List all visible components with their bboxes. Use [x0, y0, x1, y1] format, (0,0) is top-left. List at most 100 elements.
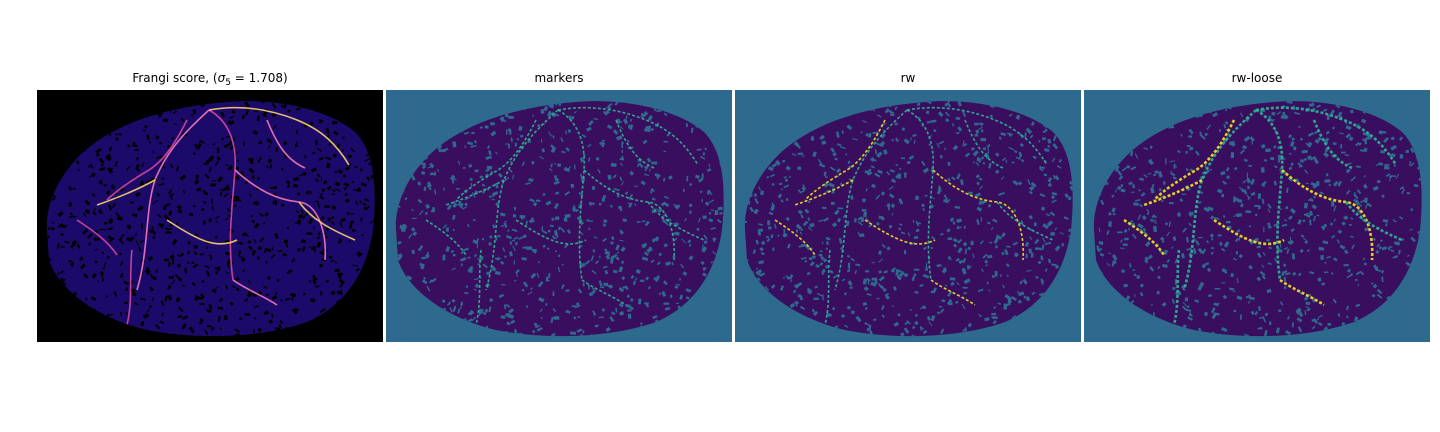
- texture-speck: [134, 191, 141, 198]
- texture-speck: [265, 165, 269, 169]
- texture-speck: [499, 212, 506, 217]
- texture-speck: [807, 291, 812, 295]
- texture-speck: [993, 306, 997, 309]
- texture-speck: [1316, 318, 1320, 321]
- texture-speck: [73, 215, 77, 218]
- texture-speck: [364, 158, 370, 162]
- texture-speck: [546, 111, 553, 118]
- texture-speck: [1233, 290, 1236, 292]
- texture-speck: [941, 299, 946, 303]
- texture-speck: [528, 178, 534, 182]
- texture-speck: [1039, 167, 1044, 172]
- texture-speck: [1204, 311, 1208, 317]
- texture-speck: [1188, 311, 1192, 316]
- texture-speck: [651, 161, 658, 165]
- texture-speck: [146, 134, 150, 140]
- texture-speck: [588, 220, 594, 222]
- texture-speck: [411, 217, 417, 220]
- texture-speck: [177, 263, 181, 268]
- texture-speck: [685, 296, 690, 300]
- texture-speck: [878, 250, 882, 255]
- texture-speck: [1322, 240, 1329, 245]
- texture-speck: [370, 220, 374, 224]
- vessel-path: [96, 179, 156, 206]
- texture-speck: [919, 305, 926, 310]
- texture-speck: [1226, 175, 1230, 179]
- texture-speck: [908, 334, 915, 337]
- texture-speck: [713, 237, 717, 240]
- texture-speck: [1098, 241, 1104, 246]
- texture-speck: [417, 198, 423, 204]
- texture-speck: [174, 123, 177, 126]
- texture-speck: [464, 291, 469, 295]
- texture-speck: [564, 213, 571, 218]
- texture-speck: [661, 291, 667, 297]
- vessel-path: [834, 109, 908, 291]
- texture-speck: [789, 274, 794, 279]
- texture-speck: [563, 243, 569, 249]
- texture-speck: [263, 310, 270, 316]
- texture-speck: [507, 128, 512, 133]
- texture-speck: [1028, 248, 1033, 254]
- texture-speck: [990, 316, 995, 318]
- texture-speck: [331, 205, 337, 211]
- texture-speck: [1240, 188, 1246, 193]
- texture-speck: [1324, 179, 1331, 183]
- texture-speck: [168, 231, 172, 235]
- texture-speck: [1028, 214, 1034, 220]
- texture-speck: [846, 269, 851, 273]
- texture-speck: [462, 206, 467, 210]
- texture-speck: [477, 263, 480, 266]
- texture-speck: [628, 193, 634, 200]
- texture-speck: [1362, 111, 1366, 114]
- texture-speck: [964, 152, 971, 158]
- texture-speck: [452, 228, 455, 232]
- texture-speck: [1273, 222, 1280, 227]
- texture-speck: [609, 102, 613, 106]
- texture-speck: [975, 161, 980, 167]
- texture-speck: [1248, 164, 1253, 168]
- texture-speck: [606, 124, 613, 130]
- texture-speck: [926, 120, 931, 124]
- texture-speck: [527, 291, 533, 296]
- texture-speck: [525, 305, 529, 308]
- texture-speck: [1035, 275, 1039, 280]
- texture-speck: [1133, 273, 1137, 277]
- texture-speck: [564, 191, 571, 196]
- texture-speck: [513, 330, 518, 334]
- texture-speck: [823, 217, 829, 222]
- vessel-path: [615, 119, 655, 169]
- texture-speck: [877, 114, 882, 118]
- texture-speck: [1047, 138, 1052, 144]
- texture-speck: [930, 315, 936, 322]
- texture-speck: [563, 167, 571, 173]
- texture-speck: [986, 143, 991, 148]
- texture-speck: [672, 255, 676, 259]
- texture-speck: [1266, 288, 1272, 294]
- texture-speck: [226, 208, 233, 214]
- texture-speck: [787, 243, 791, 249]
- texture-speck: [802, 184, 806, 189]
- texture-speck: [758, 260, 764, 265]
- texture-speck: [879, 284, 885, 290]
- texture-speck: [863, 286, 869, 292]
- texture-speck: [485, 155, 493, 160]
- texture-speck: [862, 198, 866, 203]
- texture-speck: [1267, 225, 1272, 229]
- texture-speck: [1242, 180, 1247, 184]
- texture-speck: [1359, 149, 1365, 152]
- texture-speck: [319, 308, 326, 314]
- texture-speck: [93, 229, 99, 234]
- texture-speck: [655, 173, 659, 180]
- texture-speck: [1017, 181, 1023, 186]
- texture-speck: [114, 136, 120, 142]
- texture-speck: [257, 327, 262, 333]
- texture-speck: [1317, 136, 1322, 142]
- texture-speck: [947, 255, 952, 260]
- texture-speck: [645, 125, 652, 129]
- texture-speck: [1172, 286, 1176, 291]
- texture-speck: [218, 297, 223, 303]
- texture-speck: [1195, 150, 1200, 156]
- texture-speck: [296, 219, 302, 225]
- texture-speck: [1238, 253, 1243, 259]
